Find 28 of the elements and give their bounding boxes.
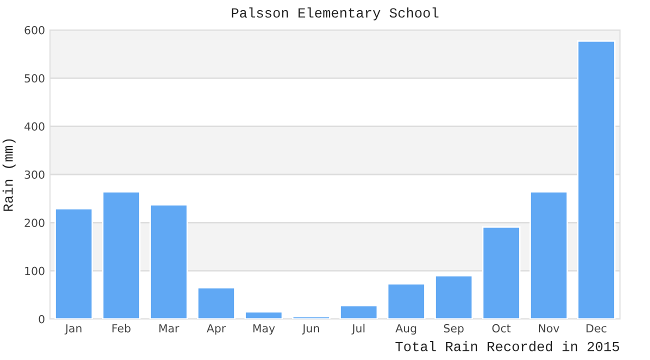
bar [292,316,330,319]
y-axis-title: Rain (mm) [2,139,16,211]
y-tick-label: 100 [25,266,44,276]
x-tick-label: Sep [444,324,464,335]
y-tick-label: 600 [24,26,44,34]
y-tick-label: 200 [24,218,44,228]
x-tick-label: Feb [112,324,130,332]
x-tick-label: Dec [586,324,606,332]
chart-title: Palsson Elementary School [232,7,438,20]
y-tick-label: 400 [24,122,44,131]
bar [340,304,378,319]
x-tick-label: Jun [302,324,319,335]
text: Total Rain Recorded in 2015 [395,341,620,352]
x-tick-label: Nov [538,324,560,332]
y-tick-label: 0 [38,314,44,324]
bar [197,286,236,319]
x-tick-label: Aug [395,324,416,335]
x-tick-label: Apr [206,324,226,335]
x-tick-label: May [253,324,275,335]
bar [434,274,473,319]
bar [387,283,426,319]
x-tick-label: Jul [351,324,364,335]
bar [244,311,283,319]
y-tick-label: 500 [24,74,44,83]
y-tick-label: 300 [24,170,44,179]
x-tick-label: Mar [159,324,180,332]
x-tick-label: Jan [64,324,82,335]
x-tick-label: Oct [492,324,511,332]
